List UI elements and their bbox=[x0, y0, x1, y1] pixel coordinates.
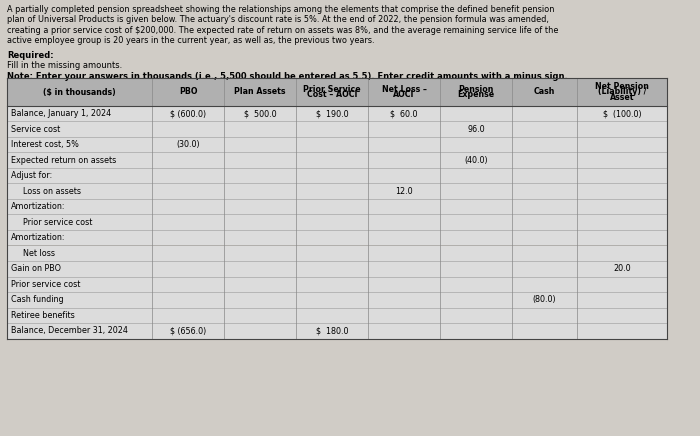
Text: Cost – AOCI: Cost – AOCI bbox=[307, 90, 357, 99]
Text: (Liability) /: (Liability) / bbox=[598, 88, 646, 96]
Bar bbox=[7, 215, 667, 230]
Text: Adjust for:: Adjust for: bbox=[11, 171, 52, 180]
Text: Plan Assets: Plan Assets bbox=[234, 88, 286, 96]
Text: Retiree benefits: Retiree benefits bbox=[11, 311, 75, 320]
Bar bbox=[7, 184, 667, 199]
Text: Note: Enter your answers in thousands (i.e., 5,500 should be entered as 5.5). En: Note: Enter your answers in thousands (i… bbox=[7, 72, 568, 81]
Bar bbox=[7, 292, 667, 307]
Text: plan of Universal Products is given below. The actuary's discount rate is 5%. At: plan of Universal Products is given belo… bbox=[7, 16, 549, 24]
Text: Loss on assets: Loss on assets bbox=[23, 187, 81, 196]
Text: AOCI: AOCI bbox=[393, 90, 414, 99]
Bar bbox=[7, 230, 667, 245]
Text: Balance, January 1, 2024: Balance, January 1, 2024 bbox=[11, 109, 111, 118]
Bar bbox=[7, 276, 667, 292]
Text: Fill in the missing amounts.: Fill in the missing amounts. bbox=[7, 61, 122, 71]
Text: PBO: PBO bbox=[178, 88, 197, 96]
Text: active employee group is 20 years in the current year, as well as, the previous : active employee group is 20 years in the… bbox=[7, 37, 374, 45]
Text: Cash: Cash bbox=[534, 88, 555, 96]
Text: (80.0): (80.0) bbox=[533, 295, 557, 304]
Text: $ (600.0): $ (600.0) bbox=[170, 109, 206, 118]
Text: Interest cost, 5%: Interest cost, 5% bbox=[11, 140, 79, 149]
Bar bbox=[7, 245, 667, 261]
Text: Asset: Asset bbox=[610, 93, 634, 102]
Bar bbox=[7, 153, 667, 168]
Bar bbox=[7, 323, 667, 338]
Text: Amortization:: Amortization: bbox=[11, 233, 66, 242]
Bar bbox=[7, 137, 667, 153]
Text: Expense: Expense bbox=[457, 90, 495, 99]
Text: ($ in thousands): ($ in thousands) bbox=[43, 88, 116, 96]
Bar bbox=[7, 261, 667, 276]
Text: 12.0: 12.0 bbox=[395, 187, 413, 196]
Text: Balance, December 31, 2024: Balance, December 31, 2024 bbox=[11, 326, 128, 335]
Text: creating a prior service cost of $200,000. The expected rate of return on assets: creating a prior service cost of $200,00… bbox=[7, 26, 559, 35]
Text: Pension: Pension bbox=[458, 85, 493, 94]
Text: 20.0: 20.0 bbox=[613, 264, 631, 273]
Text: Expected return on assets: Expected return on assets bbox=[11, 156, 116, 165]
Text: A partially completed pension spreadsheet showing the relationships among the el: A partially completed pension spreadshee… bbox=[7, 5, 554, 14]
Text: Prior service cost: Prior service cost bbox=[23, 218, 92, 227]
Text: $  500.0: $ 500.0 bbox=[244, 109, 276, 118]
Text: Required:: Required: bbox=[7, 51, 54, 60]
Text: Service cost: Service cost bbox=[11, 125, 60, 134]
Text: Net Pension: Net Pension bbox=[595, 82, 649, 91]
Text: $ (656.0): $ (656.0) bbox=[170, 326, 206, 335]
Bar bbox=[7, 78, 667, 106]
Text: $  60.0: $ 60.0 bbox=[391, 109, 418, 118]
Text: $  190.0: $ 190.0 bbox=[316, 109, 349, 118]
Text: Cash funding: Cash funding bbox=[11, 295, 64, 304]
Bar bbox=[7, 122, 667, 137]
Text: Prior Service: Prior Service bbox=[303, 85, 361, 94]
Bar bbox=[7, 168, 667, 184]
Text: $  180.0: $ 180.0 bbox=[316, 326, 349, 335]
Text: $  (100.0): $ (100.0) bbox=[603, 109, 641, 118]
Bar bbox=[7, 199, 667, 215]
Text: Gain on PBO: Gain on PBO bbox=[11, 264, 61, 273]
Text: (30.0): (30.0) bbox=[176, 140, 200, 149]
Text: Amortization:: Amortization: bbox=[11, 202, 66, 211]
Text: Net loss: Net loss bbox=[23, 249, 55, 258]
Text: 96.0: 96.0 bbox=[467, 125, 485, 134]
Text: (40.0): (40.0) bbox=[464, 156, 488, 165]
Bar bbox=[7, 307, 667, 323]
Bar bbox=[7, 106, 667, 122]
Text: Prior service cost: Prior service cost bbox=[11, 280, 80, 289]
Text: Net Loss –: Net Loss – bbox=[382, 85, 426, 94]
